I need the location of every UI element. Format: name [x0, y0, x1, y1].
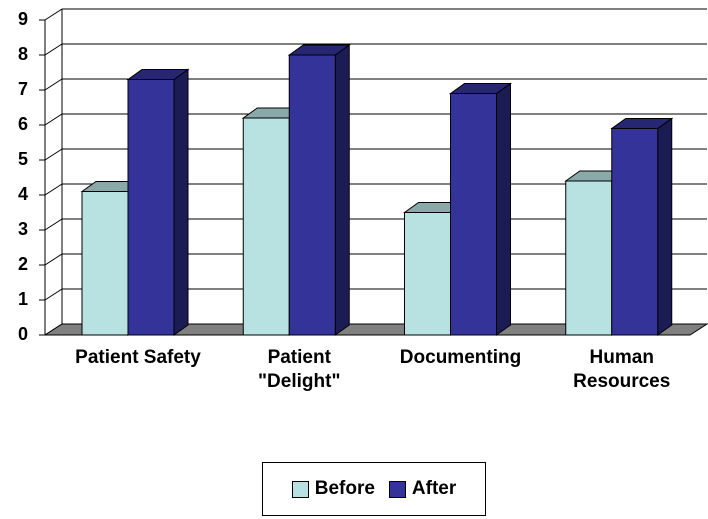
- grid-line: [44, 253, 63, 266]
- x-tick-label: Patient "Delight": [258, 347, 341, 392]
- bar-front: [288, 54, 336, 336]
- grid-line: [44, 113, 63, 126]
- y-tick-label: 9: [18, 9, 28, 29]
- bar-side: [334, 44, 350, 336]
- legend-item: Before: [291, 478, 375, 500]
- bar-front: [404, 212, 451, 336]
- bar-side: [173, 68, 189, 336]
- bar: [448, 82, 513, 336]
- grid-line: [44, 148, 63, 161]
- legend-swatch: [388, 480, 406, 498]
- x-tick-label: Human Resources: [573, 347, 671, 392]
- y-tick-label: 3: [18, 219, 28, 239]
- grid-line: [44, 78, 63, 91]
- grid-line: [44, 218, 63, 231]
- legend-item: After: [388, 478, 457, 500]
- bar-front: [127, 79, 175, 336]
- grid-line: [44, 288, 63, 301]
- grid-line: [44, 43, 63, 56]
- bar-front: [81, 191, 129, 336]
- legend-label: After: [411, 478, 457, 499]
- y-tick-label: 6: [18, 114, 28, 134]
- bar: [126, 68, 190, 336]
- bar-front: [242, 117, 290, 336]
- bar-front: [565, 180, 613, 336]
- bar: [610, 117, 674, 336]
- y-tick-label: 8: [18, 44, 28, 64]
- grid-line: [44, 183, 63, 196]
- bar-side: [496, 82, 511, 336]
- bar: [287, 44, 351, 336]
- y-tick-label: 1: [18, 289, 28, 309]
- x-tick-label: Documenting: [399, 347, 522, 368]
- y-tick-label: 2: [18, 254, 28, 274]
- y-tick-label: 4: [18, 184, 28, 204]
- y-tick-label: 7: [18, 79, 28, 99]
- bar-front: [611, 128, 659, 336]
- legend-swatch: [291, 480, 309, 498]
- legend-label: Before: [314, 478, 375, 499]
- bar-front: [450, 93, 497, 336]
- y-tick-label: 5: [18, 149, 28, 169]
- x-tick-label: Patient Safety: [75, 347, 201, 368]
- grid-line: [44, 8, 63, 21]
- y-tick-label: 0: [18, 324, 28, 344]
- legend: Before After: [262, 462, 486, 516]
- bar-side: [657, 117, 673, 336]
